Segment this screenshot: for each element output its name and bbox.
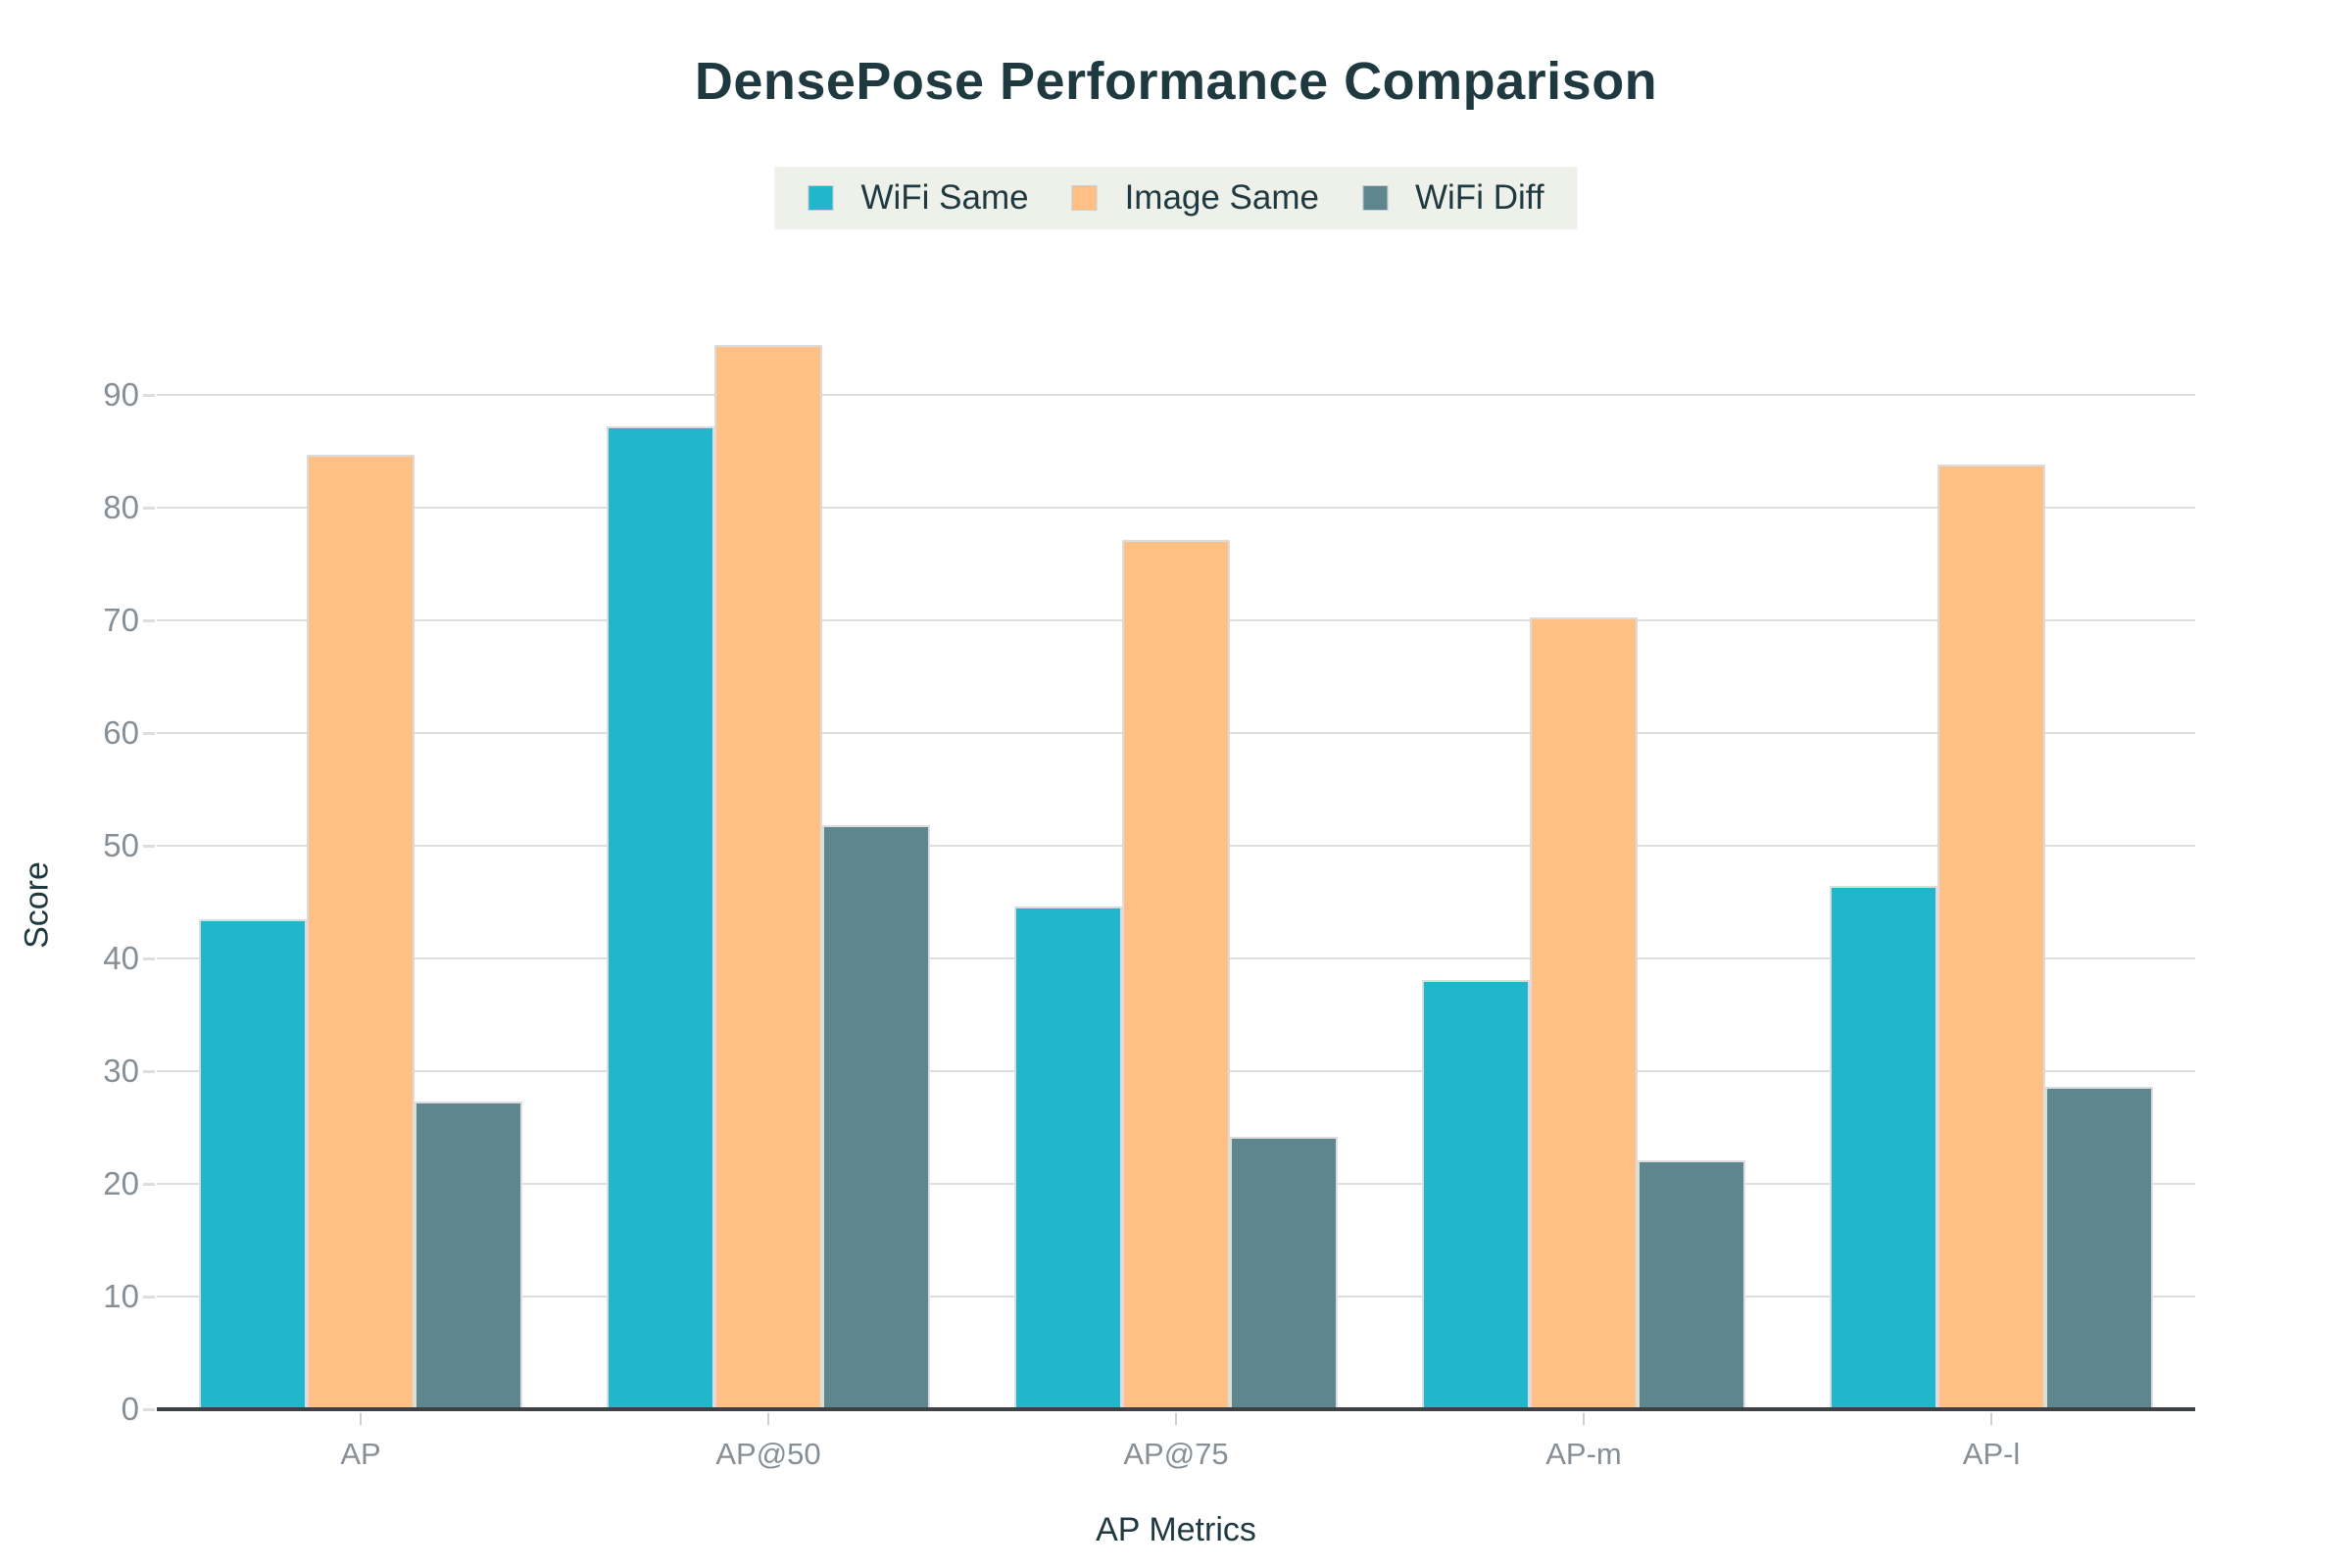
y-tick-label: 0 (121, 1391, 139, 1427)
x-tick-mark (1990, 1413, 1992, 1425)
y-tick-label: 10 (103, 1278, 139, 1314)
legend-swatch-icon (1071, 185, 1098, 211)
legend-item-wifi-diff[interactable]: WiFi Diff (1362, 178, 1544, 218)
y-tick-mark (143, 1296, 155, 1298)
y-tick-mark (143, 394, 155, 397)
bar-image-same-ap@50 (714, 345, 822, 1409)
bar-wifi-diff-ap-m (1638, 1160, 1745, 1409)
legend-label: WiFi Diff (1415, 178, 1544, 217)
y-tick-label: 80 (103, 489, 139, 525)
bar-wifi-diff-ap@75 (1230, 1137, 1338, 1409)
x-tick-label-ap@50: AP@50 (715, 1437, 821, 1471)
x-axis-title: AP Metrics (1096, 1511, 1256, 1548)
y-tick-label: 70 (103, 602, 139, 638)
bar-wifi-diff-ap@50 (822, 825, 930, 1409)
y-tick-mark (143, 1070, 155, 1073)
y-tick-mark (143, 1183, 155, 1186)
y-tick-mark (143, 619, 155, 622)
y-tick-label: 20 (103, 1165, 139, 1201)
x-axis-line (157, 1407, 2195, 1411)
bar-wifi-diff-ap (415, 1102, 522, 1409)
gridline-y80 (157, 507, 2195, 509)
bar-wifi-same-ap@50 (607, 426, 714, 1409)
y-tick-label: 60 (103, 714, 139, 751)
bar-image-same-ap-l (1937, 465, 2045, 1409)
legend-swatch-icon (1362, 185, 1388, 211)
bar-wifi-same-ap-l (1830, 886, 1937, 1409)
bar-wifi-diff-ap-l (2045, 1087, 2153, 1409)
y-tick-label: 90 (103, 376, 139, 413)
y-axis-title: Score (18, 861, 56, 949)
y-tick-mark (143, 507, 155, 510)
x-tick-mark (1583, 1413, 1585, 1425)
legend-item-wifi-same[interactable]: WiFi Same (808, 178, 1029, 218)
bar-wifi-same-ap (199, 919, 307, 1409)
y-tick-mark (143, 957, 155, 960)
chart-title: DensePose Performance Comparison (694, 52, 1658, 111)
gridline-y90 (157, 394, 2195, 396)
x-tick-label-ap-m: AP-m (1545, 1437, 1622, 1471)
bar-image-same-ap (307, 455, 415, 1409)
legend-item-image-same[interactable]: Image Same (1071, 178, 1319, 218)
y-tick-label: 50 (103, 827, 139, 863)
bar-wifi-same-ap@75 (1014, 906, 1122, 1409)
legend-label: WiFi Same (860, 178, 1029, 217)
bar-image-same-ap@75 (1122, 540, 1230, 1409)
y-tick-mark (143, 732, 155, 735)
legend-swatch-icon (808, 185, 834, 211)
y-tick-label: 30 (103, 1053, 139, 1089)
legend: WiFi Same Image Same WiFi Diff (774, 167, 1578, 229)
y-tick-label: 40 (103, 940, 139, 976)
x-tick-mark (767, 1413, 769, 1425)
x-tick-label-ap@75: AP@75 (1123, 1437, 1229, 1471)
y-tick-mark (143, 845, 155, 848)
x-tick-mark (1175, 1413, 1177, 1425)
bar-wifi-same-ap-m (1422, 980, 1530, 1409)
y-tick-mark (143, 1408, 155, 1411)
x-tick-label-ap-l: AP-l (1962, 1437, 2021, 1471)
x-tick-label-ap: AP (340, 1437, 381, 1471)
x-tick-mark (360, 1413, 362, 1425)
bar-image-same-ap-m (1530, 617, 1638, 1409)
legend-label: Image Same (1124, 178, 1319, 217)
